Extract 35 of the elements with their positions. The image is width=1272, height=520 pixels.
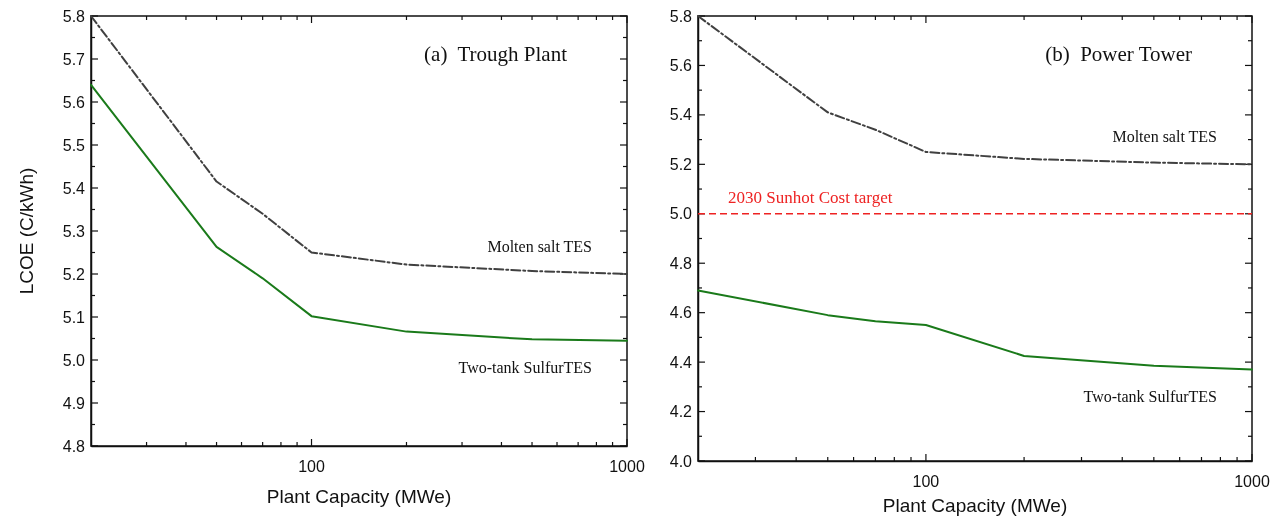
series-label: Molten salt TES <box>487 238 592 255</box>
text: (b) Power Tower <box>1045 42 1192 66</box>
y-tick-label: 4.6 <box>669 304 693 322</box>
y-tick-label: 4.2 <box>669 403 693 421</box>
y-tick-label: 5.0 <box>62 351 86 369</box>
y-tick-label: 5.4 <box>62 179 86 197</box>
x-tick-label: 1000 <box>1234 473 1270 490</box>
y-tick-label: 4.9 <box>62 394 86 412</box>
y-tick-label: 5.3 <box>62 222 86 240</box>
series-label: Two-tank SulfurTES <box>1083 387 1217 405</box>
text: (a) Trough Plant <box>424 42 568 66</box>
series-label: Two-tank SulfurTES <box>458 358 592 376</box>
y-tick-label: 5.5 <box>62 136 86 154</box>
y-tick-label: 5.4 <box>669 106 693 124</box>
x-tick-label: 100 <box>298 458 325 475</box>
ref-line-label: 2030 Sunhot Cost target <box>728 187 893 207</box>
y-tick-label: 4.0 <box>669 452 693 470</box>
y-tick-label: 4.8 <box>669 254 693 272</box>
y-tick-label: 5.2 <box>62 265 86 283</box>
y-tick-label: 5.7 <box>62 50 86 68</box>
y-tick-label: 5.2 <box>669 155 693 173</box>
y-tick-label: 5.6 <box>62 93 86 111</box>
y-tick-label: 4.8 <box>62 437 86 455</box>
series-label: Molten salt TES <box>1112 128 1217 146</box>
x-axis-title: Plant Capacity (MWe) <box>882 495 1068 516</box>
x-tick-label: 100 <box>912 473 940 490</box>
y-tick-label: 5.6 <box>669 57 693 75</box>
y-tick-label: 5.8 <box>62 7 86 25</box>
y-tick-label: 5.0 <box>669 205 693 223</box>
x-axis-title: Plant Capacity (MWe) <box>266 486 452 507</box>
y-axis-title: LCOE (C/kWh) <box>16 167 37 295</box>
y-tick-label: 5.8 <box>669 7 693 25</box>
y-tick-label: 5.1 <box>62 308 86 326</box>
x-tick-label: 1000 <box>609 458 645 475</box>
y-tick-label: 4.4 <box>669 353 693 371</box>
